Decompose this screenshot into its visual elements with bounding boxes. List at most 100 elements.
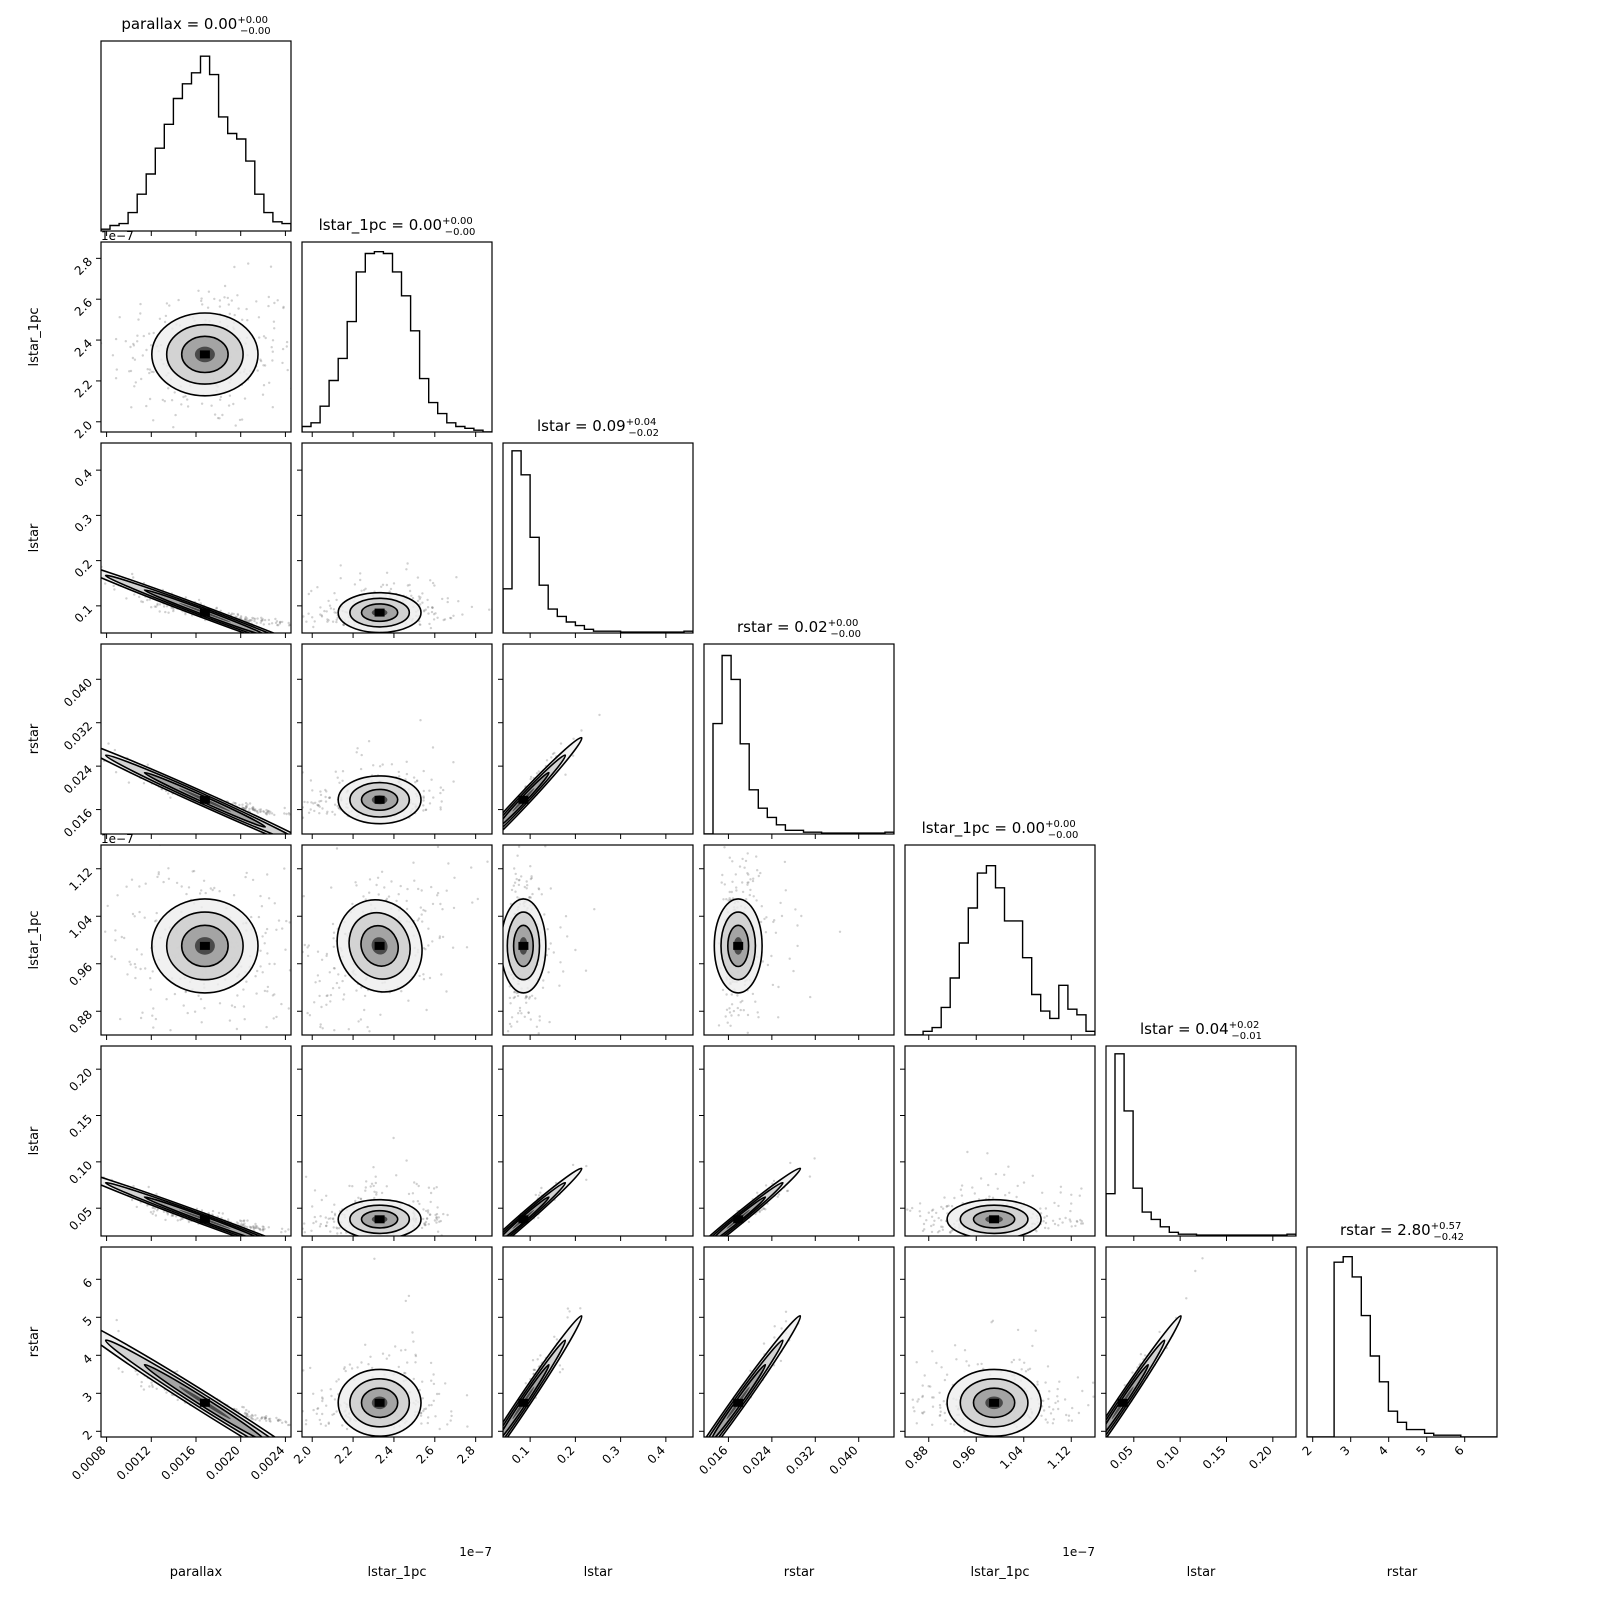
panel-title: rstar = 0.02+0.00 −0.00 <box>737 618 861 640</box>
scatter-point <box>161 398 164 402</box>
scatter-point <box>219 395 223 399</box>
scatter-point <box>547 971 550 974</box>
scatter-point <box>246 1219 249 1222</box>
scatter-point <box>333 967 336 970</box>
scatter-point <box>414 1353 417 1357</box>
scatter-point <box>154 1214 158 1217</box>
scatter-point <box>92 1328 94 1330</box>
scatter-point <box>558 1371 562 1374</box>
scatter-point <box>381 763 384 766</box>
scatter-point <box>1044 1207 1048 1210</box>
scatter-point <box>513 1038 515 1040</box>
scatter-point <box>253 619 256 623</box>
density-contour <box>101 1314 291 1437</box>
scatter-point <box>428 1213 432 1216</box>
scatter-point <box>246 803 249 806</box>
scatter-point <box>115 1318 118 1322</box>
scatter-point <box>407 1192 411 1196</box>
scatter-point <box>513 990 517 993</box>
scatter-point <box>416 599 420 603</box>
scatter-point <box>327 1422 330 1426</box>
scatter-point <box>732 1009 736 1013</box>
scatter-point <box>439 902 442 906</box>
scatter-point <box>179 1036 181 1038</box>
scatter-point <box>284 1230 287 1233</box>
scatter-point <box>422 795 425 798</box>
scatter-point <box>724 1015 727 1018</box>
scatter-point <box>744 859 748 863</box>
scatter-point <box>525 880 528 883</box>
scatter-point <box>232 402 235 406</box>
scatter-point <box>1043 1226 1047 1230</box>
scatter-point <box>432 1399 435 1403</box>
scatter-point <box>265 1415 268 1418</box>
scatter-point <box>320 1425 322 1427</box>
density-contour <box>165 911 244 981</box>
scatter-point <box>319 1422 323 1426</box>
scatter-point <box>749 878 752 881</box>
scatter-point <box>288 601 290 603</box>
scatter-point <box>362 589 366 592</box>
scatter-point <box>1080 1187 1083 1190</box>
scatter-point <box>328 796 331 799</box>
scatter-point <box>541 986 545 989</box>
scatter-point <box>554 1181 558 1185</box>
scatter-point <box>333 813 337 816</box>
panel-frame <box>703 844 895 1036</box>
scatter-point <box>777 985 780 989</box>
scatter-point <box>310 971 312 973</box>
scatter-point <box>136 1373 139 1376</box>
scatter-point <box>526 884 529 887</box>
scatter-point <box>263 942 266 945</box>
scatter-point <box>120 935 124 939</box>
scatter-point <box>434 1213 437 1217</box>
scatter-point <box>444 1382 447 1385</box>
panel-frame <box>904 1045 1096 1237</box>
scatter-point <box>186 398 189 401</box>
scatter-point <box>242 988 245 991</box>
scatter-point <box>130 1198 134 1202</box>
density-peak <box>199 941 210 950</box>
scatter-point <box>1123 1212 1125 1214</box>
y-tick-label: 2.4 <box>72 336 95 359</box>
scatter-point <box>412 861 415 864</box>
scatter-point <box>151 1385 154 1389</box>
scatter-point <box>439 791 442 795</box>
scatter-point <box>132 576 135 579</box>
scatter-point <box>318 805 321 808</box>
scatter-point <box>138 595 141 599</box>
scatter-point <box>268 812 271 815</box>
scatter-point <box>271 359 274 362</box>
scatter-point <box>776 1195 779 1198</box>
scatter-point <box>251 808 255 811</box>
scatter-point <box>838 930 842 933</box>
scatter-point <box>564 915 568 918</box>
scatter-point <box>927 1211 930 1214</box>
scatter-point <box>407 999 410 1002</box>
scatter-point <box>438 935 442 938</box>
scatter-point <box>897 1220 899 1222</box>
scatter-point <box>271 350 274 353</box>
scatter-point <box>427 1404 431 1407</box>
scatter-point <box>432 618 436 621</box>
scatter-point <box>126 973 129 976</box>
scatter-point <box>524 997 527 1000</box>
scatter-point <box>184 613 187 616</box>
scatter-point <box>332 1226 335 1229</box>
scatter-point <box>446 1213 449 1217</box>
scatter-point <box>298 813 300 815</box>
scatter-point <box>243 1412 247 1415</box>
scatter-point <box>331 987 335 990</box>
scatter-point <box>948 1231 952 1234</box>
scatter-point <box>796 924 799 927</box>
scatter-point <box>529 775 533 779</box>
scatter-point <box>337 973 340 976</box>
scatter-point <box>319 361 321 363</box>
scatter-point <box>259 810 263 813</box>
scatter-point <box>115 368 119 371</box>
scatter-point <box>249 1415 252 1418</box>
scatter-point <box>442 788 445 792</box>
scatter-point <box>267 1417 271 1421</box>
scatter-point <box>237 1222 240 1225</box>
scatter-point <box>726 1021 729 1024</box>
